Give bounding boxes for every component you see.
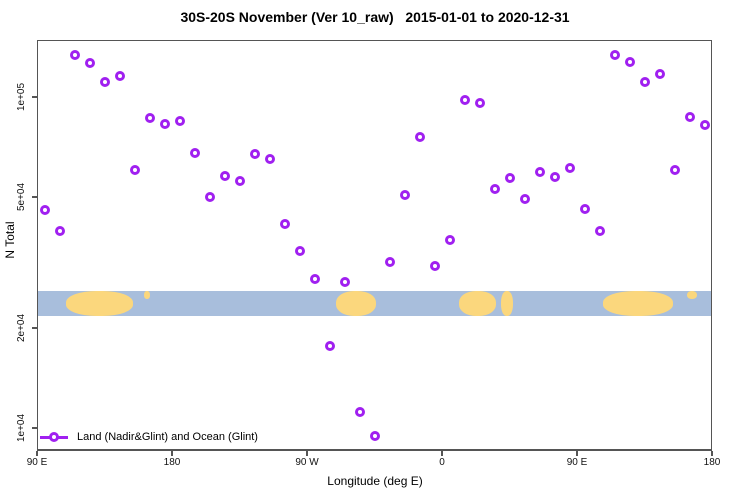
data-point [534,167,545,178]
y-axis-tick [32,327,37,330]
data-point [654,69,665,80]
data-point [69,49,80,60]
x-axis-tick [711,451,713,456]
land-patch [602,291,673,316]
y-axis-tick [32,195,37,198]
x-axis-tick [306,451,308,456]
land-patch [65,291,133,316]
data-point [114,70,125,81]
data-point [264,153,275,164]
data-point [279,219,290,230]
y-axis-tick [32,96,37,98]
data-point [234,176,245,187]
x-axis-title: Longitude (deg E) [327,474,423,488]
x-axis-tick-label: 90 W [295,457,319,468]
map-band [38,291,711,316]
data-point [639,76,650,87]
data-point [309,273,320,284]
y-axis-tick [32,427,37,429]
land-patch [686,291,697,299]
y-axis-tick-label: 5e+04 [16,182,27,211]
data-point [54,225,65,236]
data-point [504,173,515,184]
data-point [369,430,380,441]
data-point [519,193,530,204]
land-patch [143,291,150,299]
data-point [219,171,230,182]
legend-line-sample [40,432,68,442]
data-point [474,98,485,109]
y-axis-tick-label: 1e+05 [16,82,27,112]
data-point [564,163,575,174]
data-point [144,113,155,123]
y-axis-title: N Total [3,221,17,259]
data-point [594,225,605,236]
data-point [684,112,695,123]
y-axis-tick-label: 2e+04 [16,314,27,343]
data-point [444,234,455,245]
data-point [399,189,410,200]
data-point [609,49,620,60]
data-point [249,148,260,159]
data-point [624,56,635,67]
y-axis-tick-label: 1e+04 [16,413,27,443]
data-point [324,340,335,351]
x-axis-tick-label: 90 E [566,457,588,468]
data-point [549,172,560,183]
x-axis-tick-label: 180 [163,457,181,468]
chart-title: 30S-20S November (Ver 10_raw) 2015-01-01… [180,9,570,25]
data-point [579,203,590,214]
data-point [174,116,185,127]
legend-circle-marker-icon [49,432,59,442]
data-point [159,118,170,129]
data-point [189,148,200,159]
data-point [99,76,110,87]
legend: Land (Nadir&Glint) and Ocean (Glint) [40,430,258,444]
x-axis-tick-label: 0 [439,457,445,468]
x-axis-tick [36,451,38,456]
data-point [39,204,50,215]
data-point [414,132,425,143]
data-point [294,246,305,257]
data-point [384,257,395,268]
x-axis-tick [441,451,443,456]
data-point [699,119,710,130]
data-point [204,191,215,202]
plot-area [37,40,712,451]
data-point [489,184,500,195]
x-axis-tick [171,451,173,456]
x-axis-tick-label: 90 E [26,457,48,468]
land-patch [500,291,513,316]
data-point [354,406,365,417]
x-axis-tick [576,451,578,456]
legend-label: Land (Nadir&Glint) and Ocean (Glint) [77,431,258,443]
x-axis-tick-label: 180 [703,457,721,468]
data-point [669,164,680,175]
data-point [129,164,140,175]
data-point [84,57,95,68]
data-point [429,260,440,271]
data-point [459,95,470,106]
land-patch [335,291,376,316]
land-patch [458,291,496,316]
data-point [339,277,350,288]
